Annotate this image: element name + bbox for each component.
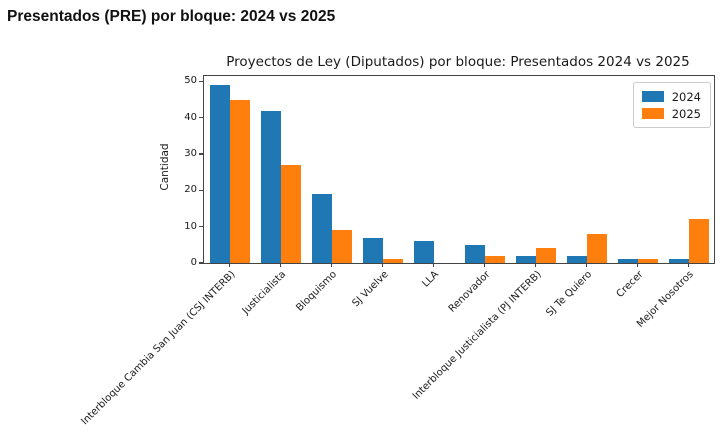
- legend: 2024 2025: [632, 82, 711, 128]
- bar-2025-6: [535, 248, 556, 263]
- y-tick-mark-40: [199, 117, 203, 119]
- x-tick-label-0: Interbloque Cambia San Juan (CSJ INTERB): [78, 269, 238, 428]
- bar-2024-4: [413, 241, 434, 263]
- x-tick-mark-3: [381, 263, 384, 267]
- x-tick-label-2: Bloquismo: [294, 269, 340, 314]
- x-tick-mark-5: [483, 263, 486, 267]
- bar-2024-9: [668, 259, 689, 263]
- bar-2024-3: [362, 237, 383, 263]
- bar-2025-5: [484, 255, 505, 263]
- x-tick-mark-0: [228, 263, 231, 267]
- bar-2024-2: [311, 194, 332, 263]
- y-tick-label-50: 50: [184, 75, 197, 87]
- y-tick-label-40: 40: [184, 111, 197, 123]
- x-tick-label-5: Renovador: [446, 269, 493, 315]
- x-tick-mark-7: [585, 263, 588, 267]
- legend-label-2025: 2025: [671, 106, 701, 121]
- y-tick-mark-30: [199, 153, 203, 155]
- y-tick-label-0: 0: [190, 257, 197, 268]
- bar-2024-8: [617, 259, 638, 263]
- bar-2025-2: [331, 230, 352, 263]
- legend-swatch-2024: [641, 91, 664, 102]
- x-tick-mark-8: [636, 263, 639, 267]
- bar-2025-7: [586, 233, 607, 263]
- bar-2024-6: [515, 255, 536, 263]
- x-tick-mark-9: [687, 263, 690, 267]
- x-tick-label-4: LLA: [420, 269, 442, 290]
- x-tick-mark-4: [432, 263, 435, 267]
- legend-swatch-2025: [641, 108, 664, 119]
- y-tick-mark-0: [199, 262, 203, 264]
- x-tick-label-1: Justicialista: [240, 269, 289, 317]
- bar-2024-0: [209, 85, 230, 263]
- y-tick-label-30: 30: [184, 148, 197, 160]
- bar-2025-3: [382, 259, 403, 263]
- y-tick-mark-20: [199, 189, 203, 191]
- bar-2025-1: [280, 164, 301, 263]
- chart-title: Proyectos de Ley (Diputados) por bloque:…: [226, 54, 690, 70]
- legend-item-2024: 2024: [641, 88, 701, 105]
- x-tick-mark-1: [279, 263, 282, 267]
- y-axis-label: Cantidad: [159, 143, 171, 191]
- x-tick-mark-6: [534, 263, 537, 267]
- x-tick-label-9: Mejor Nosotros: [635, 269, 697, 330]
- plot-area: 2024 2025 0 10 20 30 40 50 Interbloque Cambia …: [79, 75, 715, 427]
- y-tick-label-20: 20: [184, 184, 197, 196]
- bar-2024-7: [566, 255, 587, 263]
- legend-label-2024: 2024: [671, 89, 701, 104]
- page-title: Presentados (PRE) por bloque: 2024 vs 20…: [7, 8, 336, 25]
- bar-2025-0: [229, 99, 250, 263]
- bar-2024-5: [464, 244, 485, 263]
- bar-2025-8: [637, 259, 658, 263]
- y-tick-label-10: 10: [184, 220, 197, 232]
- legend-item-2025: 2025: [641, 105, 701, 122]
- bar-2024-1: [260, 110, 281, 263]
- x-tick-label-7: SJ Te Quiero: [544, 269, 595, 319]
- x-tick-mark-2: [330, 263, 333, 267]
- x-tick-label-8: Crecer: [614, 269, 646, 300]
- bar-2025-9: [688, 219, 709, 263]
- y-tick-mark-10: [199, 226, 203, 228]
- x-tick-label-3: SJ Vuelve: [349, 269, 391, 310]
- y-tick-mark-50: [199, 80, 203, 83]
